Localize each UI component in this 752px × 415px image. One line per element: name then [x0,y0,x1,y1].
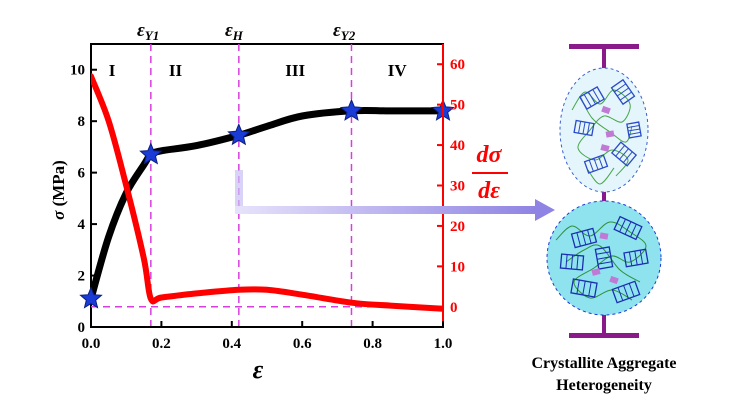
left-tick-label: 8 [78,114,86,130]
left-axis-ticks: 0 2 4 6 8 10 [70,63,97,336]
x-tick-label: 0.2 [152,336,171,352]
diagram-caption-line2: Heterogeneity [556,377,652,394]
amorphous-chain [587,167,615,185]
left-tick-label: 0 [78,320,86,336]
right-axis-label: dσ dε [472,142,508,204]
crosslink [599,232,609,240]
right-tick-label: 50 [450,98,465,114]
star-marker-4 [339,98,364,121]
crystallite-block [570,278,598,298]
left-tick-label: 10 [70,63,85,79]
transition-lines [150,44,353,327]
left-axis-label: σ (MPa) [49,160,68,220]
right-tick-label: 20 [450,219,465,235]
crystallite-block [623,248,649,268]
crosslink [601,105,611,115]
right-tick-label: 40 [450,138,465,154]
crosslink [591,268,601,276]
vline-label-ey1: εY1 [137,20,159,43]
plot-frame [90,43,444,328]
left-tick-label: 4 [78,217,86,233]
crosslink [600,144,610,152]
stress-strain-chart: 0.0 0.2 0.4 0.6 0.8 1.0 0 2 4 6 8 10 0 10 20 30 40 50 60… [49,20,508,384]
vline-label-ey2: εY2 [333,20,356,43]
region-labels: I II III IV [109,61,408,80]
crystallite-block [610,78,636,106]
svg-text:dσ: dσ [477,142,503,168]
crystallite-block [626,121,642,139]
top-clamp-stem [602,44,606,70]
region-label: IV [388,61,408,80]
derivative-curve [91,73,443,312]
crystallite-block [611,280,641,304]
crystallite-block [559,253,585,271]
region-label: I [109,61,116,80]
connector-arrow [235,170,555,221]
amorphous-chain [565,244,641,283]
star-marker-3 [227,122,251,146]
x-tick-label: 0.4 [222,336,241,352]
left-tick-label: 2 [78,269,86,285]
crosslink [605,130,615,138]
crystallite-block [610,141,638,167]
left-tick-label: 6 [78,166,86,182]
right-tick-label: 60 [450,57,465,73]
crystallite-block [613,215,643,241]
crystallite-block [583,154,609,174]
x-axis-ticks: 0.0 0.2 0.4 0.6 0.8 1.0 [82,321,453,352]
bottom-clamp-stem [602,312,606,336]
crystallite-block [573,119,595,137]
bottom-crystallites [555,215,649,304]
crosslink [609,275,619,285]
x-tick-label: 0.6 [293,336,312,352]
svg-text:dε: dε [478,178,500,204]
amorphous-chain [555,221,647,301]
region-label: II [169,61,183,80]
amorphous-chain [571,89,631,177]
crystallite-block [578,86,606,110]
x-tick-label: 1.0 [434,336,453,352]
right-tick-label: 30 [450,179,465,195]
right-axis-ticks: 0 10 20 30 40 50 60 [437,57,465,316]
crystallite-block [570,227,598,249]
bottom-clamp-bar [569,333,639,338]
middle-connector [602,190,606,204]
crystallite-block [594,246,614,270]
top-crystallites [571,78,642,185]
x-tick-label: 0.8 [363,336,382,352]
star-marker-1 [79,286,103,309]
vline-label-eh: εH [225,20,244,43]
diagram-caption-line1: Crystallite Aggregate [532,355,677,372]
right-tick-label: 0 [450,300,458,316]
star-marker-2 [139,142,163,165]
region-label: III [285,61,305,80]
crystallite-schematic: Crystallite Aggregate Heterogeneity [532,44,677,394]
x-axis-line [91,326,443,328]
transition-markers [79,98,455,309]
x-tick-label: 0.0 [82,336,101,352]
right-tick-label: 10 [450,259,465,275]
x-axis-label: ε [253,355,264,384]
